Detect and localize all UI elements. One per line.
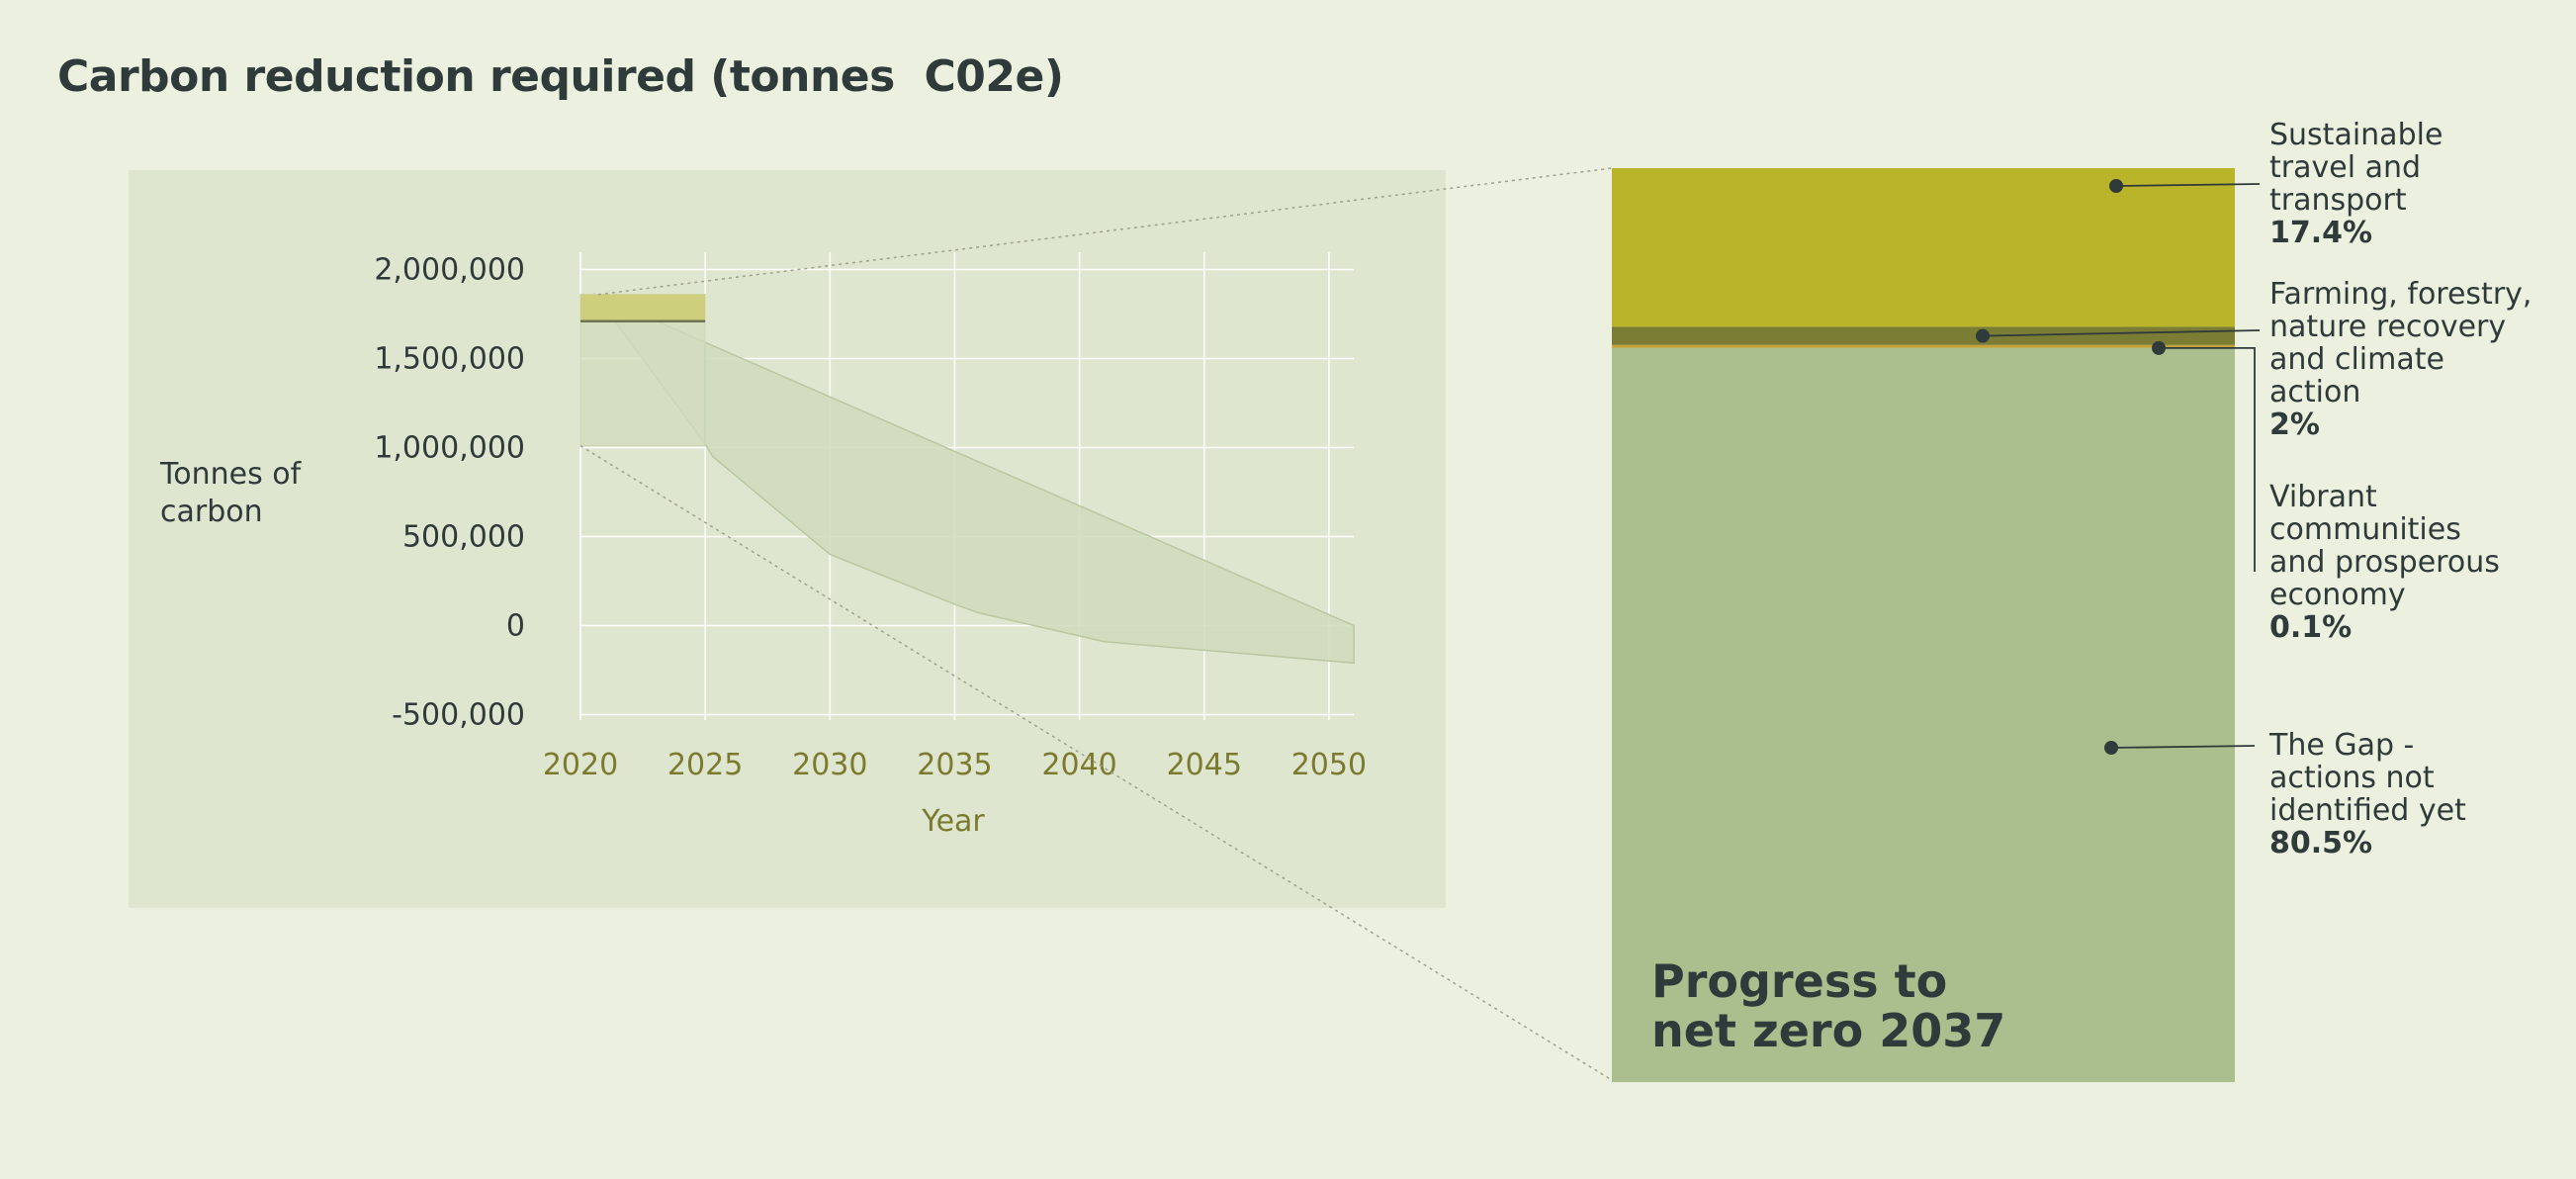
segment-value: 2% bbox=[2269, 408, 2320, 442]
segment-value: 17.4% bbox=[2269, 216, 2372, 250]
y-tick-label: 2,000,000 bbox=[374, 253, 525, 288]
bar-title-line: net zero 2037 bbox=[1651, 1004, 2005, 1057]
x-axis-label: Year bbox=[921, 804, 985, 839]
leader-line bbox=[2159, 346, 2256, 572]
y-axis-label-line: carbon bbox=[160, 495, 263, 529]
segment-label-line: nature recovery bbox=[2269, 310, 2506, 344]
y-tick-label: 1,000,000 bbox=[374, 431, 525, 466]
leader-line bbox=[2115, 183, 2261, 187]
chart-title: Carbon reduction required (tonnes C02e) bbox=[57, 51, 1064, 102]
x-tick-label: 2050 bbox=[1291, 748, 1367, 782]
y-axis-label: Tonnes of carbon bbox=[159, 457, 303, 529]
segment-label-line: Vibrant bbox=[2269, 480, 2377, 514]
leader-line bbox=[1982, 329, 2261, 337]
segment-marker-dot bbox=[2104, 741, 2118, 755]
highlight-box-top-band bbox=[580, 294, 706, 321]
bar-segment bbox=[1612, 347, 2235, 1083]
segment-label-line: transport bbox=[2269, 183, 2407, 218]
y-axis-label-line: Tonnes of bbox=[159, 457, 303, 492]
y-tick-label: -500,000 bbox=[392, 698, 525, 733]
zoom-line-bottom bbox=[579, 445, 1613, 1081]
bar-segment bbox=[1612, 168, 2235, 327]
segment-value: 80.5% bbox=[2269, 826, 2372, 861]
segment-label-line: The Gap - bbox=[2268, 728, 2414, 763]
line-chart-panel bbox=[129, 170, 1446, 908]
bar-title-line: Progress to bbox=[1651, 954, 1947, 1008]
bar-segment bbox=[1612, 344, 2235, 348]
x-tick-label: 2025 bbox=[667, 748, 743, 782]
trajectory-polygon bbox=[592, 292, 1355, 665]
y-tick-labels: 2,000,000 1,500,000 1,000,000 500,000 0 -500,… bbox=[374, 253, 525, 733]
segment-marker-dot bbox=[2152, 340, 2166, 355]
segment-label-line: communities bbox=[2269, 512, 2461, 547]
x-tick-label: 2030 bbox=[792, 748, 867, 782]
highlight-box bbox=[579, 294, 706, 447]
x-tick-label: 2020 bbox=[543, 748, 618, 782]
x-tick-labels: 2020 2025 2030 2035 2040 2045 2050 bbox=[543, 748, 1367, 782]
x-tick-label: 2045 bbox=[1167, 748, 1242, 782]
x-tick-label: 2040 bbox=[1041, 748, 1116, 782]
leader-line bbox=[2110, 745, 2256, 749]
segment-label-line: economy bbox=[2269, 578, 2406, 612]
x-tick-label: 2035 bbox=[917, 748, 992, 782]
segment-marker-dot bbox=[1976, 328, 1990, 343]
bar-segment bbox=[1612, 326, 2235, 345]
segment-label-line: Farming, forestry, bbox=[2269, 277, 2532, 312]
segment-marker-dot bbox=[2109, 179, 2123, 193]
segment-label-line: travel and bbox=[2269, 150, 2421, 185]
zoom-connector-lines bbox=[579, 167, 1613, 1081]
y-tick-label: 1,500,000 bbox=[374, 342, 525, 377]
segment-label-line: and climate bbox=[2269, 342, 2444, 377]
segment-label-line: identified yet bbox=[2269, 793, 2466, 828]
segment-label-line: and prosperous bbox=[2269, 545, 2500, 580]
y-tick-label: 0 bbox=[506, 609, 525, 644]
stacked-bar bbox=[1612, 168, 2235, 1083]
y-tick-label: 500,000 bbox=[402, 520, 525, 555]
trajectory-area bbox=[592, 292, 1355, 665]
segment-value: 0.1% bbox=[2269, 610, 2352, 645]
segment-label-line: actions not bbox=[2269, 761, 2435, 795]
segment-label-line: Sustainable bbox=[2269, 118, 2443, 152]
bar-title: Progress to net zero 2037 bbox=[1651, 954, 2005, 1057]
segment-label-line: action bbox=[2269, 375, 2360, 409]
